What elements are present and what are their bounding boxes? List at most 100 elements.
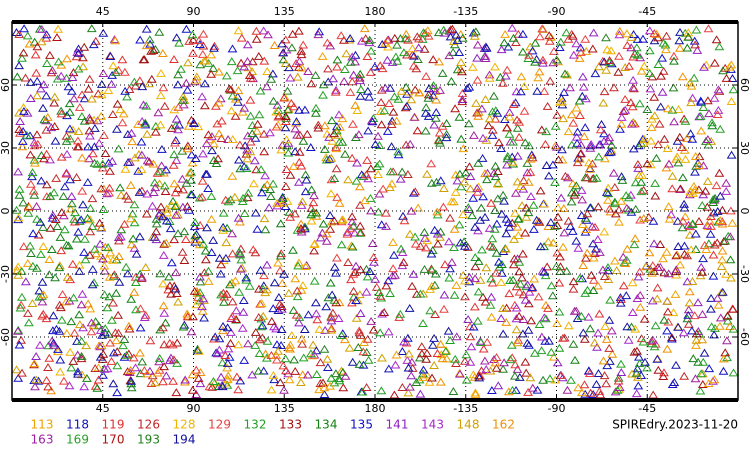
- observation-marker: [313, 30, 324, 39]
- observation-marker: [520, 357, 531, 366]
- observation-marker: [419, 264, 430, 273]
- observation-marker: [687, 134, 698, 143]
- observation-marker: [610, 256, 620, 265]
- observation-marker: [687, 93, 698, 102]
- observation-marker: [415, 289, 426, 298]
- observation-marker: [253, 312, 264, 321]
- observation-marker: [161, 216, 172, 225]
- observation-marker: [38, 242, 49, 250]
- observation-marker: [286, 331, 297, 339]
- observation-marker: [403, 170, 413, 178]
- observation-marker: [26, 179, 36, 188]
- observation-marker: [337, 114, 348, 123]
- observation-marker: [362, 334, 373, 343]
- observation-marker: [399, 216, 410, 225]
- observation-marker: [32, 139, 43, 148]
- observation-marker: [639, 61, 650, 70]
- observation-marker: [79, 382, 90, 391]
- observation-marker: [718, 366, 729, 375]
- observation-marker: [243, 188, 254, 197]
- observation-marker: [477, 153, 488, 162]
- observation-marker: [191, 390, 202, 398]
- observation-marker: [526, 316, 537, 325]
- observation-marker: [724, 62, 735, 71]
- observation-marker: [298, 136, 309, 145]
- observation-marker: [173, 125, 183, 134]
- observation-marker: [294, 258, 304, 267]
- observation-marker: [699, 348, 710, 357]
- observation-marker: [102, 254, 113, 263]
- observation-marker: [357, 387, 368, 396]
- observation-marker: [585, 164, 595, 173]
- observation-marker: [601, 334, 612, 343]
- observation-marker: [473, 111, 484, 120]
- observation-marker: [151, 235, 162, 244]
- observation-marker: [520, 228, 531, 237]
- observation-marker: [113, 144, 124, 153]
- observation-marker: [349, 228, 360, 237]
- observation-marker: [510, 208, 520, 217]
- observation-marker: [576, 47, 586, 56]
- observation-marker: [473, 256, 484, 265]
- observation-marker: [407, 357, 417, 366]
- observation-marker: [646, 122, 657, 131]
- observation-marker: [513, 231, 524, 239]
- observation-marker: [728, 304, 738, 313]
- observation-marker: [384, 99, 394, 107]
- observation-marker: [135, 232, 145, 241]
- observation-marker: [296, 378, 306, 386]
- observation-marker: [403, 35, 413, 44]
- observation-marker: [340, 149, 350, 158]
- observation-marker: [251, 165, 262, 174]
- observation-marker: [29, 359, 40, 368]
- observation-marker: [521, 368, 532, 377]
- observation-marker: [708, 208, 719, 217]
- observation-marker: [104, 183, 115, 192]
- observation-marker: [119, 352, 130, 361]
- observation-marker: [714, 168, 725, 177]
- observation-marker: [262, 67, 273, 75]
- observation-marker: [706, 136, 717, 145]
- observation-marker: [634, 359, 645, 367]
- observation-marker: [678, 216, 688, 225]
- observation-marker: [242, 131, 253, 140]
- observation-marker: [414, 353, 425, 362]
- observation-marker: [631, 43, 642, 52]
- observation-marker: [628, 75, 638, 84]
- observation-marker: [27, 172, 37, 181]
- observation-marker: [272, 355, 282, 364]
- observation-marker: [663, 317, 674, 326]
- observation-marker: [632, 346, 642, 355]
- observation-marker: [113, 65, 124, 74]
- observation-marker: [721, 178, 732, 187]
- observation-marker: [300, 187, 311, 196]
- observation-marker: [261, 353, 272, 362]
- observation-marker: [275, 219, 286, 228]
- legend-label: 169: [66, 433, 89, 447]
- observation-marker: [354, 359, 365, 368]
- observation-marker: [244, 71, 255, 79]
- observation-marker: [213, 154, 223, 163]
- observation-marker: [541, 314, 551, 323]
- observation-marker: [227, 297, 238, 306]
- observation-marker: [280, 35, 291, 44]
- observation-marker: [585, 388, 596, 397]
- observation-marker: [238, 307, 249, 316]
- observation-marker: [559, 228, 570, 237]
- observation-marker: [298, 281, 308, 289]
- observation-marker: [122, 92, 132, 101]
- observation-marker: [431, 95, 442, 104]
- observation-marker: [199, 268, 210, 277]
- observation-marker: [326, 217, 337, 226]
- observation-marker: [247, 370, 258, 379]
- observation-marker: [594, 386, 605, 395]
- observation-marker: [222, 363, 232, 372]
- observation-marker: [535, 242, 546, 251]
- observation-marker: [542, 262, 552, 271]
- observation-marker: [633, 272, 644, 281]
- observation-marker: [434, 136, 444, 145]
- observation-marker: [321, 302, 332, 311]
- x-tick-label: -90: [548, 402, 566, 415]
- observation-marker: [464, 119, 474, 128]
- observation-marker: [579, 334, 590, 343]
